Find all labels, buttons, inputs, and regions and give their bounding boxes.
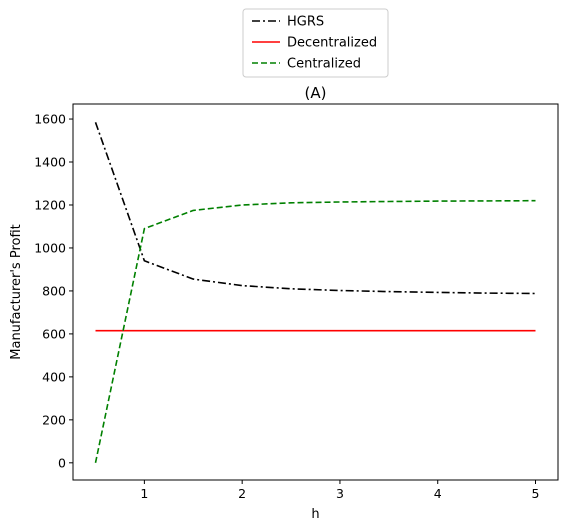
x-axis-ticks: 1 2 3 4 5	[140, 480, 539, 501]
x-tick-label: 1	[140, 486, 148, 501]
legend-label: HGRS	[287, 15, 324, 30]
y-tick-label: 1400	[34, 155, 66, 170]
x-axis-label: h	[311, 507, 319, 522]
y-axis-ticks: 0 200 400 600 800 1000 1200 1400 1600	[34, 112, 73, 470]
x-tick-label: 4	[434, 486, 442, 501]
series-line-centralized	[94, 199, 536, 463]
x-tick-label: 2	[238, 486, 246, 501]
y-tick-label: 200	[42, 412, 66, 427]
legend-box	[242, 8, 389, 78]
chart-title: (A)	[305, 84, 327, 102]
legend: HGRS Decentralized Centralized	[242, 8, 389, 78]
y-tick-label: 800	[42, 283, 66, 298]
y-tick-label: 600	[42, 326, 66, 341]
series-line-hgrs	[94, 122, 536, 295]
series-lines	[94, 122, 536, 463]
y-tick-label: 1200	[34, 197, 66, 212]
legend-label: Centralized	[287, 57, 361, 72]
plot-frame	[72, 103, 559, 481]
y-tick-label: 400	[42, 369, 66, 384]
y-axis-label: Manufacturer's Profit	[9, 224, 24, 359]
x-tick-label: 3	[336, 486, 344, 501]
y-tick-label: 1000	[34, 240, 66, 255]
legend-label: Decentralized	[287, 36, 377, 51]
y-tick-label: 1600	[34, 112, 66, 127]
y-tick-label: 0	[58, 455, 66, 470]
x-tick-label: 5	[532, 486, 540, 501]
